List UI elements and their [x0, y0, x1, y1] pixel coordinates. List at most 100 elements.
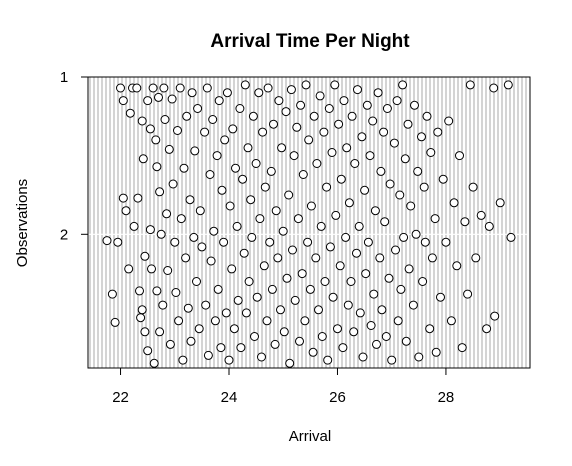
- data-point: [205, 170, 215, 179]
- data-point: [404, 264, 414, 274]
- data-point: [125, 108, 135, 118]
- x-axis: 22 24 26 28: [112, 368, 454, 406]
- data-point: [304, 135, 314, 145]
- data-point: [152, 162, 162, 172]
- data-point: [293, 214, 303, 224]
- data-point: [183, 303, 193, 313]
- data-point: [353, 85, 362, 95]
- data-point: [506, 232, 516, 242]
- data-point: [151, 135, 161, 145]
- data-point: [210, 316, 220, 326]
- data-point: [156, 229, 166, 239]
- data-point: [197, 242, 207, 252]
- data-point: [137, 116, 147, 126]
- data-point: [292, 122, 302, 132]
- x-tick-label: 26: [329, 389, 346, 406]
- data-point: [250, 332, 259, 341]
- data-point: [503, 80, 513, 90]
- data-point: [334, 119, 344, 129]
- data-point: [121, 206, 131, 216]
- data-point: [392, 96, 402, 106]
- data-point: [395, 190, 405, 200]
- data-point: [455, 151, 464, 161]
- data-point: [410, 100, 419, 110]
- data-point: [219, 237, 229, 247]
- data-point: [186, 336, 196, 346]
- data-point: [335, 261, 345, 271]
- data-point: [178, 355, 188, 365]
- data-point: [255, 214, 265, 224]
- data-point: [344, 198, 354, 208]
- data-point: [110, 317, 120, 327]
- data-point: [303, 237, 313, 247]
- data-point: [262, 316, 272, 326]
- data-point: [192, 277, 201, 286]
- data-point: [273, 253, 283, 263]
- data-point: [221, 308, 231, 318]
- data-point: [248, 111, 258, 121]
- data-point: [380, 217, 390, 227]
- data-point: [357, 132, 367, 142]
- y-axis: 12: [60, 69, 88, 243]
- data-point: [162, 209, 172, 219]
- data-point: [495, 198, 505, 208]
- data-point: [362, 100, 372, 110]
- data-point: [227, 264, 237, 274]
- data-point: [286, 85, 296, 95]
- data-point: [373, 88, 383, 98]
- data-point: [228, 124, 238, 134]
- data-point: [385, 179, 395, 189]
- data-point: [229, 324, 239, 334]
- data-point: [214, 96, 224, 106]
- data-point: [331, 210, 341, 220]
- data-point: [341, 232, 351, 242]
- data-point: [298, 170, 308, 179]
- data-point: [152, 286, 162, 296]
- data-point: [288, 245, 297, 255]
- data-point: [145, 225, 155, 235]
- data-point: [316, 221, 326, 231]
- data-point: [170, 237, 180, 247]
- data-point: [136, 313, 146, 323]
- data-point: [171, 288, 181, 297]
- data-point: [463, 289, 473, 299]
- data-point: [387, 355, 397, 365]
- data-point: [422, 111, 432, 121]
- data-point: [449, 198, 459, 208]
- data-point: [208, 115, 218, 124]
- data-point: [296, 100, 306, 110]
- data-point: [346, 277, 356, 286]
- data-point: [185, 195, 195, 205]
- data-point: [113, 237, 123, 247]
- data-point: [381, 332, 391, 341]
- plot-frame: [87, 76, 531, 369]
- data-point: [325, 242, 335, 252]
- data-point: [284, 190, 294, 200]
- data-point: [365, 151, 375, 161]
- chart-title: Arrival Time Per Night: [210, 31, 410, 52]
- data-point: [258, 127, 268, 137]
- data-point: [265, 237, 275, 247]
- data-point: [399, 232, 409, 242]
- data-point: [232, 221, 242, 231]
- data-point: [201, 300, 211, 310]
- data-point: [471, 253, 481, 263]
- data-point: [260, 182, 270, 192]
- data-point: [350, 159, 360, 168]
- data-point: [251, 159, 261, 168]
- data-point: [468, 182, 478, 192]
- data-point: [270, 339, 280, 349]
- data-point: [408, 300, 418, 310]
- data-point: [239, 248, 249, 258]
- data-point: [400, 154, 410, 164]
- data-point: [158, 300, 168, 310]
- data-point: [398, 80, 408, 90]
- data-point: [425, 324, 435, 334]
- data-point: [216, 343, 226, 353]
- data-point: [489, 83, 499, 93]
- data-point: [384, 273, 394, 283]
- data-point: [420, 237, 430, 247]
- data-point: [231, 163, 240, 173]
- data-point: [174, 316, 184, 326]
